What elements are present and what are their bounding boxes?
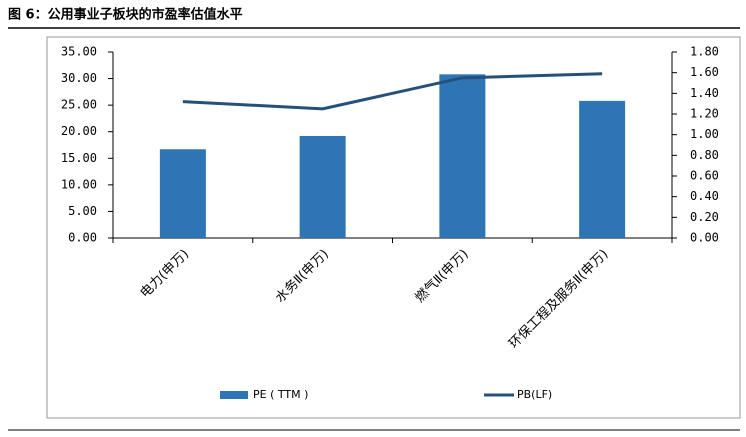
- y2-tick-label: 1.00: [690, 127, 719, 141]
- y2-tick-label: 1.80: [690, 45, 719, 59]
- x-tick-label: 水务Ⅱ(申万): [272, 246, 332, 306]
- y2-tick-label: 0.80: [690, 148, 719, 162]
- y2-tick-label: 1.40: [690, 86, 719, 100]
- chart-frame: [46, 36, 741, 419]
- y-tick-label: 35.00: [61, 45, 97, 59]
- chart-title: 图 6：公用事业子板块的市盈率估值水平: [8, 7, 243, 23]
- line: [182, 72, 603, 111]
- x-tick-label: 电力(申万): [138, 247, 193, 302]
- y-tick-label: 20.00: [61, 124, 97, 138]
- y-tick-label: 30.00: [61, 71, 97, 85]
- y-tick-label: 5.00: [68, 204, 97, 218]
- bar: [579, 100, 626, 239]
- y-tick-label: 10.00: [61, 177, 97, 191]
- x-tick-label: 环保工程及服务Ⅱ(申万): [506, 246, 612, 352]
- bar: [439, 74, 486, 238]
- legend-label: PE ( TTM ): [253, 388, 308, 401]
- x-tick-label: 燃气Ⅱ(申万): [412, 246, 472, 306]
- legend-swatch: [220, 391, 248, 399]
- y2-tick-label: 1.20: [690, 107, 719, 121]
- y2-tick-label: 1.60: [690, 65, 719, 79]
- y-tick-label: 15.00: [61, 151, 97, 165]
- legend-label: PB(LF): [517, 388, 552, 401]
- y2-tick-label: 0.60: [690, 169, 719, 183]
- y-tick-label: 0.00: [68, 231, 97, 245]
- y2-tick-label: 0.00: [690, 231, 719, 245]
- y2-tick-label: 0.20: [690, 210, 719, 224]
- bar: [159, 149, 206, 238]
- y2-tick-label: 0.40: [690, 189, 719, 203]
- bar: [299, 135, 346, 238]
- y-tick-label: 25.00: [61, 98, 97, 112]
